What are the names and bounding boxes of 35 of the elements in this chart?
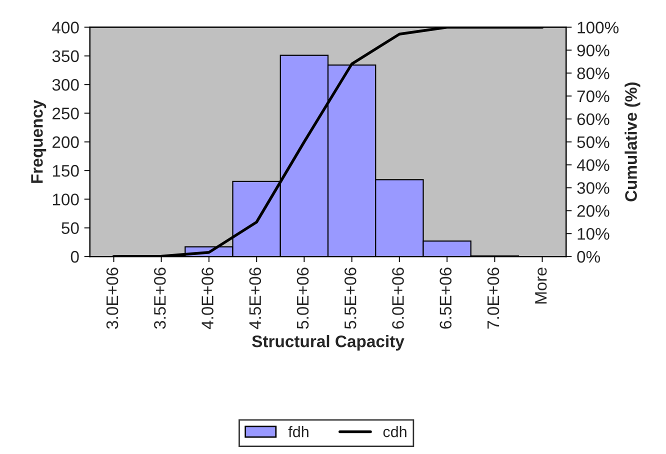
y2-tick-label: 90%	[577, 44, 610, 56]
legend-label: cdh	[383, 426, 406, 438]
y2-tick-label: 10%	[578, 228, 610, 240]
y-tick-label: 0	[70, 250, 79, 263]
y-tick-label: 350	[52, 50, 79, 62]
y-tick-label: 50	[62, 222, 79, 234]
x-tick-label: 6.0E+06	[392, 268, 404, 329]
x-tick-label: 5.0E+06	[296, 268, 309, 329]
y2-tick-label: 80%	[577, 67, 610, 80]
legend-label: fdh	[288, 426, 308, 438]
x-tick-label: More	[535, 268, 547, 304]
y2-tick-label: 0%	[577, 250, 600, 263]
y2-tick-label: 100%	[578, 22, 619, 34]
y2-tick-label: 60%	[577, 113, 610, 126]
y-axis-title: Frequency	[31, 100, 46, 183]
x-tick-label: 3.0E+06	[106, 268, 118, 329]
x-tick-label: 5.5E+06	[344, 268, 356, 329]
y-tick-label: 200	[52, 136, 79, 148]
x-tick-label: 4.5E+06	[249, 268, 262, 330]
y-tick-label: 150	[52, 164, 79, 177]
y2-tick-label: 50%	[577, 136, 610, 148]
y-tick-label: 250	[52, 108, 79, 120]
y-tick-label: 300	[52, 78, 79, 91]
x-axis-title: Structural Capacity	[252, 335, 404, 351]
y2-tick-label: 20%	[577, 205, 610, 217]
y-tick-label: 400	[52, 22, 79, 34]
x-tick-label: 7.0E+06	[487, 268, 500, 329]
y-tick-label: 100	[52, 194, 79, 206]
x-tick-label: 6.5E+06	[440, 268, 452, 329]
y2-axis-title: Cumulative (%)	[624, 82, 640, 202]
x-tick-label: 3.5E+06	[154, 268, 166, 329]
y2-tick-label: 30%	[577, 182, 610, 194]
x-tick-label: 4.0E+06	[202, 268, 214, 330]
y2-tick-label: 40%	[576, 159, 610, 172]
y2-tick-label: 70%	[577, 90, 610, 102]
